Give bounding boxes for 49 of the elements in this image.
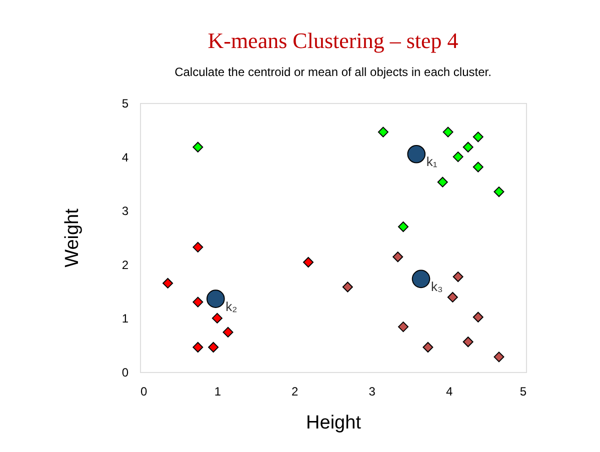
- x-axis-title: Height: [306, 412, 362, 434]
- point: [192, 242, 204, 252]
- point: [192, 296, 204, 308]
- point: [442, 126, 454, 138]
- point: [412, 270, 430, 288]
- x-tick-label: 0: [140, 384, 148, 398]
- y-tick-label: 3: [122, 204, 129, 218]
- y-tick-label: 1: [122, 312, 129, 326]
- y-tick-label: 0: [122, 366, 129, 380]
- annotation: k₃: [431, 278, 443, 294]
- point: [398, 221, 408, 232]
- point: [398, 322, 408, 332]
- point: [212, 312, 222, 324]
- point: [208, 342, 219, 352]
- point: [222, 326, 234, 338]
- x-tick-label: 3: [368, 384, 376, 398]
- point: [392, 252, 404, 262]
- y-tick-label: 4: [122, 150, 129, 164]
- annotation: k₂: [226, 298, 238, 314]
- point: [447, 292, 458, 302]
- point: [494, 352, 504, 362]
- point: [472, 162, 484, 172]
- point: [494, 186, 504, 198]
- x-tick-label: 2: [292, 384, 299, 398]
- y-axis-title: Weight: [62, 208, 83, 268]
- point: [303, 257, 314, 268]
- chart-subtitle: Calculate the centroid or mean of all objects in each cluster.: [174, 65, 492, 79]
- point: [192, 342, 204, 352]
- point: [342, 282, 353, 292]
- x-tick-label: 4: [446, 384, 453, 398]
- point: [407, 144, 426, 164]
- point: [378, 126, 388, 138]
- point: [206, 290, 225, 308]
- point: [437, 176, 448, 188]
- point: [452, 152, 464, 162]
- x-tick-label: 5: [520, 384, 527, 398]
- point: [452, 272, 464, 282]
- y-tick-label: 5: [122, 96, 129, 110]
- point: [422, 342, 434, 352]
- point: [472, 132, 484, 142]
- x-tick-label: 1: [214, 384, 222, 398]
- annotation: k₁: [426, 154, 438, 170]
- point: [192, 142, 204, 152]
- chart-title: K-means Clustering – step 4: [208, 28, 458, 53]
- point: [162, 278, 174, 288]
- point: [472, 312, 484, 322]
- point: [462, 336, 474, 348]
- point: [462, 142, 474, 152]
- y-tick-label: 2: [122, 258, 129, 272]
